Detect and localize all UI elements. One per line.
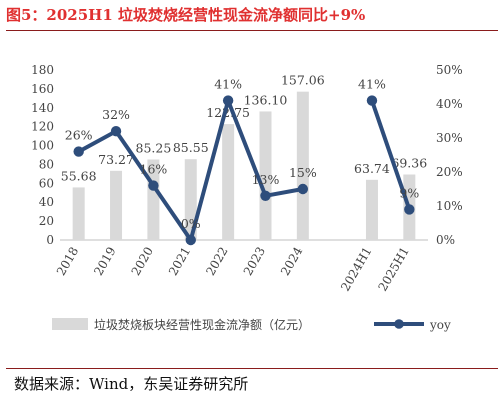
yoy-data-label: 0% — [181, 216, 201, 231]
bar-data-label: 136.10 — [244, 92, 288, 107]
x-tick-label: 2018 — [54, 245, 81, 278]
yoy-data-label: 15% — [289, 165, 317, 180]
left-axis: 0 20 40 60 80 100 120 140 160 180 — [31, 63, 54, 247]
right-tick-label: 10% — [436, 199, 463, 213]
source-divider — [6, 368, 498, 369]
x-tick-label: 2023 — [241, 245, 268, 278]
bar-data-label: 85.25 — [136, 140, 172, 155]
yoy-line — [370, 99, 412, 211]
x-tick-label: 2025H1 — [375, 245, 411, 294]
right-tick-label: 30% — [436, 131, 463, 145]
x-tick-label: 2021 — [166, 245, 193, 278]
title-divider — [6, 30, 498, 31]
yoy-markers — [73, 95, 415, 246]
right-axis: 0% 10% 20% 30% 40% 50% — [436, 63, 463, 247]
yoy-data-label: 41% — [358, 77, 386, 92]
bar-data-label: 69.36 — [391, 155, 427, 170]
left-tick-label: 180 — [31, 63, 54, 77]
x-tick-label: 2024H1 — [338, 245, 374, 294]
yoy-data-label: 13% — [252, 172, 280, 187]
x-tick-label: 2022 — [203, 245, 230, 278]
left-tick-label: 160 — [31, 82, 54, 96]
bar — [365, 179, 378, 240]
yoy-data-label: 9% — [399, 185, 419, 200]
bar-data-label: 73.27 — [98, 152, 134, 167]
legend: 垃圾焚烧板块经营性现金流净额（亿元） yoy — [52, 317, 451, 332]
yoy-data-label: 41% — [214, 77, 242, 92]
left-tick-label: 20 — [39, 214, 54, 228]
yoy-point — [148, 180, 159, 191]
yoy-point — [73, 146, 84, 157]
left-tick-label: 0 — [46, 233, 54, 247]
left-tick-label: 80 — [39, 157, 54, 171]
left-tick-label: 140 — [31, 101, 54, 115]
yoy-data-labels: 26% 32% 16% 0% 41% 13% 15% 41% 9% — [65, 77, 420, 231]
yoy-point — [297, 183, 309, 195]
legend-bar-swatch — [52, 318, 88, 330]
bar-data-label: 157.06 — [281, 73, 325, 88]
yoy-point — [366, 95, 378, 106]
right-tick-label: 20% — [436, 165, 463, 179]
legend-bar-label: 垃圾焚烧板块经营性现金流净额（亿元） — [94, 317, 310, 332]
left-tick-label: 120 — [31, 120, 54, 134]
right-tick-label: 50% — [436, 63, 463, 77]
bar-data-label: 122.75 — [206, 105, 250, 120]
yoy-data-label: 32% — [102, 107, 130, 122]
bar — [72, 187, 85, 240]
x-tick-label: 2019 — [91, 245, 118, 278]
yoy-point — [260, 190, 271, 201]
bar — [184, 159, 197, 240]
source-note: 数据来源：Wind，东吴证券研究所 — [14, 375, 249, 393]
yoy-point — [185, 234, 196, 246]
legend-line-label: yoy — [429, 318, 451, 332]
bar — [222, 124, 235, 240]
x-tick-label: 2024 — [278, 244, 306, 278]
right-tick-label: 40% — [436, 97, 463, 111]
legend-line-marker — [394, 319, 404, 329]
yoy-point — [110, 126, 122, 137]
left-tick-label: 60 — [39, 176, 54, 190]
bar-data-label: 55.68 — [61, 168, 97, 183]
bar — [259, 111, 272, 240]
figure-title: 图5：2025H1 垃圾焚烧经营性现金流净额同比+9% — [6, 6, 366, 24]
yoy-point — [222, 95, 234, 106]
bar-data-label: 63.74 — [354, 161, 390, 176]
x-axis: 2018 2019 2020 2021 2022 2023 2024 2024H1 2025H1 — [54, 244, 412, 293]
yoy-data-label: 16% — [140, 162, 168, 177]
left-tick-label: 100 — [31, 139, 54, 153]
bar-data-label: 85.55 — [173, 140, 209, 155]
left-tick-label: 40 — [39, 195, 54, 209]
bar — [296, 91, 309, 240]
x-tick-label: 2020 — [129, 245, 156, 278]
yoy-data-label: 26% — [65, 128, 93, 143]
yoy-point — [404, 204, 415, 215]
bar — [110, 170, 123, 240]
right-tick-label: 0% — [436, 233, 455, 247]
